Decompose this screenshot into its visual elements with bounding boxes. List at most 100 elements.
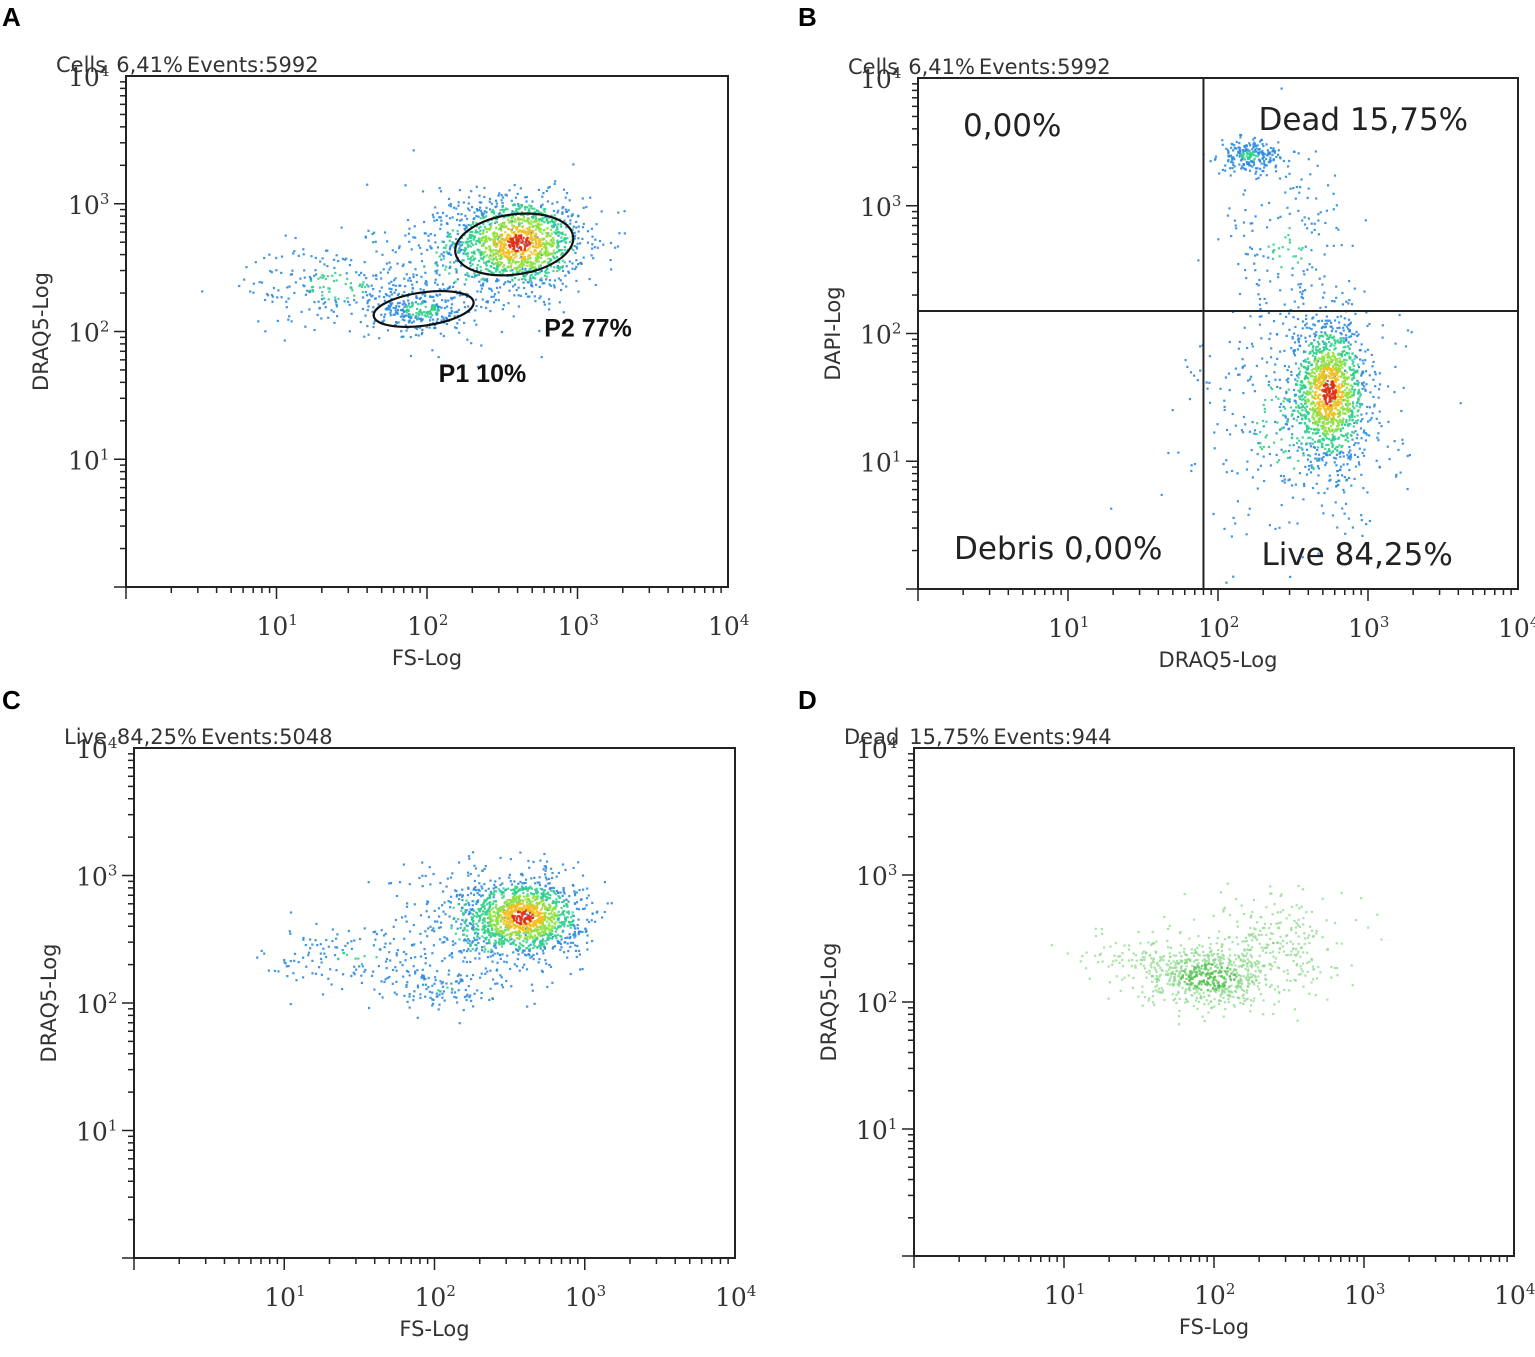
header-events: 5992: [1057, 55, 1110, 79]
data-point: [1297, 306, 1300, 309]
data-point: [403, 937, 406, 940]
data-point: [1324, 221, 1327, 225]
data-point: [1311, 266, 1314, 269]
data-point: [1356, 401, 1359, 404]
data-point: [501, 308, 504, 311]
data-point: [509, 238, 512, 241]
data-point: [1336, 400, 1339, 403]
data-point: [439, 881, 442, 885]
data-point: [427, 234, 430, 237]
data-point: [1322, 420, 1325, 424]
data-point: [410, 305, 414, 308]
data-point: [1312, 407, 1315, 410]
data-point: [589, 196, 592, 199]
data-point: [408, 227, 411, 230]
data-point: [1255, 170, 1258, 173]
data-point: [1301, 297, 1305, 300]
data-point: [1280, 266, 1283, 269]
data-point: [451, 940, 454, 943]
data-point: [445, 316, 448, 319]
data-point: [258, 281, 261, 284]
data-point: [1318, 366, 1321, 369]
data-point: [1367, 420, 1370, 423]
data-point: [1327, 337, 1330, 340]
data-point: [1288, 478, 1291, 481]
data-point: [1295, 402, 1298, 405]
data-point: [314, 972, 318, 975]
data-point: [331, 928, 334, 931]
data-point: [512, 224, 516, 227]
data-point: [501, 261, 504, 264]
x-tick-label: 103: [1348, 613, 1389, 643]
data-point: [405, 305, 408, 308]
data-point: [509, 858, 512, 861]
data-point: [1260, 162, 1263, 165]
y-tick-label-base: 10: [76, 1118, 108, 1147]
data-point: [1336, 315, 1339, 319]
data-point: [1317, 424, 1320, 427]
data-point: [1287, 388, 1290, 391]
data-point: [521, 253, 524, 256]
data-point: [494, 242, 497, 245]
data-point: [391, 249, 394, 252]
data-point: [1404, 345, 1408, 348]
data-point: [310, 279, 313, 282]
data-point: [1323, 323, 1327, 326]
data-point: [520, 218, 523, 221]
data-point: [1242, 415, 1245, 419]
data-point: [256, 956, 259, 959]
data-point: [1298, 472, 1301, 475]
data-point: [1304, 386, 1307, 389]
data-point: [1320, 357, 1323, 360]
data-point: [1306, 405, 1309, 408]
data-point: [440, 253, 443, 256]
data-point: [1303, 216, 1306, 219]
data-point: [456, 230, 459, 233]
data-point: [1238, 163, 1241, 166]
data-point: [564, 274, 567, 277]
data-point: [536, 246, 540, 249]
data-point: [503, 245, 506, 249]
data-point: [1315, 482, 1318, 485]
data-point: [532, 860, 535, 864]
data-point: [446, 305, 449, 308]
data-point: [415, 274, 418, 277]
data-point: [1339, 341, 1342, 344]
data-point: [1303, 384, 1306, 387]
data-point: [541, 195, 544, 198]
data-point: [1331, 444, 1334, 447]
data-point: [1232, 163, 1235, 167]
data-point: [1298, 412, 1301, 415]
data-point: [1336, 327, 1339, 330]
data-point: [1325, 315, 1328, 318]
data-point: [517, 294, 520, 297]
data-point: [1304, 245, 1307, 248]
data-point: [344, 282, 347, 286]
data-point: [1259, 430, 1262, 434]
data-point: [1326, 319, 1329, 322]
data-point: [1312, 468, 1315, 471]
data-point: [1279, 289, 1282, 292]
data-point: [1239, 151, 1242, 154]
data-point: [482, 232, 485, 235]
y-tick-label-base: 10: [860, 321, 892, 350]
data-point: [497, 228, 501, 231]
data-point: [473, 257, 477, 260]
data-point: [449, 876, 453, 879]
data-point: [1326, 337, 1329, 340]
data-point: [1269, 280, 1272, 283]
data-point: [574, 251, 577, 254]
data-point: [360, 271, 363, 274]
data-point: [526, 295, 529, 298]
data-point: [1330, 425, 1333, 428]
data-point: [568, 199, 571, 202]
data-point: [1227, 160, 1230, 163]
data-point: [438, 926, 441, 929]
data-point: [1245, 277, 1248, 280]
data-point: [373, 988, 376, 991]
data-point: [343, 300, 346, 303]
data-point: [288, 930, 291, 933]
data-point: [1364, 389, 1367, 392]
data-point: [1319, 306, 1322, 309]
data-point: [573, 890, 576, 893]
